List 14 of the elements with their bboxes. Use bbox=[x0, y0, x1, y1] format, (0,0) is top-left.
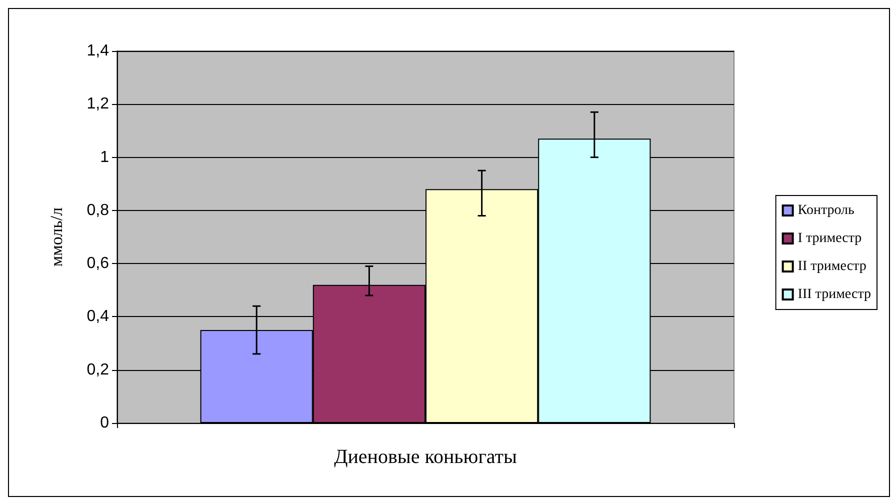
y-tick-label: 1 bbox=[100, 148, 110, 166]
y-tick-label: 0,4 bbox=[86, 308, 110, 326]
legend-label: Контроль bbox=[798, 203, 854, 218]
y-axis-title: ммоль/л bbox=[47, 206, 66, 267]
legend-label: III триместр bbox=[798, 287, 872, 302]
y-tick-label: 0,6 bbox=[86, 255, 110, 272]
legend-label: II триместр bbox=[798, 259, 866, 274]
y-tick-label: 1,2 bbox=[86, 96, 110, 113]
y-tick-label: 0,2 bbox=[86, 361, 110, 378]
y-tick-label: 1,4 bbox=[86, 42, 110, 60]
y-tick-label: 0 bbox=[100, 414, 110, 432]
y-tick-label: 0,8 bbox=[86, 202, 110, 219]
legend-label: I триместр bbox=[798, 231, 862, 246]
x-tick-label: Диеновые коньюгаты bbox=[334, 446, 517, 468]
